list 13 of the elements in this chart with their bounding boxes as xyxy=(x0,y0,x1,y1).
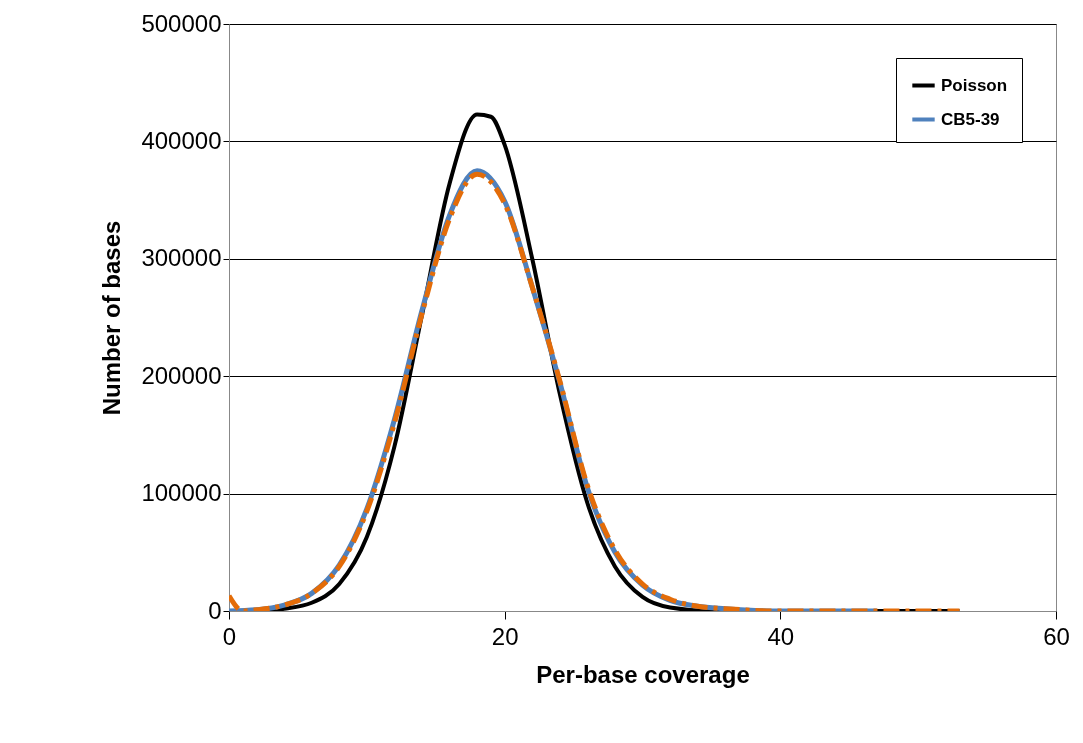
legend-label: CB5-39 xyxy=(941,109,1000,129)
x-tick-label: 60 xyxy=(1043,622,1070,650)
x-axis-title: Per-base coverage xyxy=(536,660,750,688)
legend-label: Poisson xyxy=(941,75,1008,95)
x-tick-label: 20 xyxy=(491,622,519,650)
y-tick-label: 300000 xyxy=(141,244,222,272)
y-tick-label: 400000 xyxy=(141,126,222,154)
y-tick-label: 100000 xyxy=(141,479,222,507)
y-tick-label: 500000 xyxy=(141,9,222,37)
y-tick-label: 200000 xyxy=(141,361,222,389)
y-axis-title: Number of bases xyxy=(98,220,126,416)
x-tick-label: 40 xyxy=(767,622,795,650)
y-tick-label: 0 xyxy=(208,596,222,624)
